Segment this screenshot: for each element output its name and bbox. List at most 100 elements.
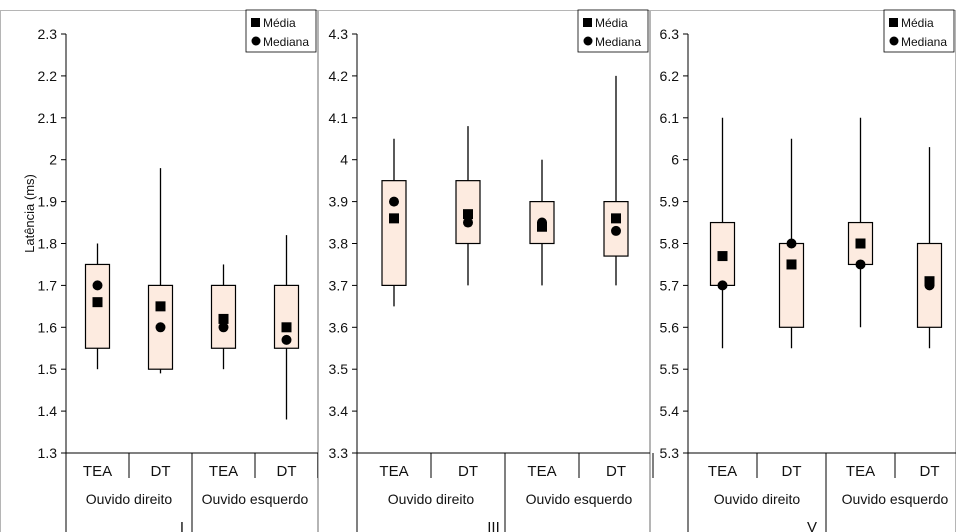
y-tick-label: 2.2: [38, 68, 58, 84]
group-label: Ouvido esquerdo: [202, 491, 309, 507]
mean-marker: [389, 213, 399, 224]
y-tick-label: 2: [49, 152, 57, 168]
y-tick-label: 5.9: [660, 194, 680, 210]
box-2: [778, 138, 805, 349]
median-marker: [786, 238, 797, 249]
y-tick-label: 5.4: [660, 403, 680, 419]
y-tick-label: 3.9: [329, 194, 349, 210]
group-label: Ouvido direito: [86, 491, 173, 507]
legend-median-marker: [251, 36, 261, 46]
y-tick-label: 3.5: [329, 361, 349, 377]
mean-marker: [786, 259, 797, 270]
legend-median-marker: [889, 36, 899, 46]
legend-box: [577, 9, 649, 53]
y-tick-label: 1.7: [38, 277, 58, 293]
x-tick-label: DT: [920, 463, 940, 480]
mean-marker: [717, 251, 728, 262]
mean-marker: [281, 322, 292, 333]
median-marker: [463, 217, 473, 228]
y-tick-label: 4.3: [329, 26, 349, 42]
y-tick-label: 5.3: [660, 445, 680, 461]
x-tick-label: TEA: [379, 463, 408, 480]
group-label: Ouvido esquerdo: [842, 491, 949, 507]
box-1: [709, 117, 736, 349]
group-label: Ouvido direito: [388, 491, 475, 507]
panel-label: V: [807, 519, 817, 532]
legend-mean-marker: [251, 18, 260, 27]
x-tick-label: DT: [782, 463, 802, 480]
mean-marker: [155, 301, 166, 312]
x-tick-label: TEA: [846, 463, 875, 480]
median-marker: [218, 322, 229, 333]
median-marker: [92, 280, 103, 291]
x-tick-label: DT: [458, 463, 478, 480]
median-marker: [537, 217, 547, 228]
mean-marker: [855, 238, 866, 249]
legend-mean-label: Média: [263, 16, 296, 30]
group-label: Ouvido direito: [714, 491, 801, 507]
box-1: [381, 138, 407, 307]
box-2: [455, 126, 481, 286]
median-marker: [855, 259, 866, 270]
x-tick-label: TEA: [527, 463, 556, 480]
chart-panel-1: 2.3 2.2 2.1 2 1.9 1.8 1.7 1.6 1.5 1.4 1.3 Latência …: [0, 9, 319, 532]
x-tick-label: DT: [151, 463, 171, 480]
y-tick-label: 5.6: [660, 319, 680, 335]
y-tick-label: 6.2: [660, 68, 680, 84]
box-1: [84, 243, 111, 370]
legend-mean-marker: [583, 18, 592, 27]
box-3: [529, 159, 555, 286]
legend: Média Mediana: [577, 9, 649, 53]
box-4: [603, 75, 629, 286]
box-iqr: [778, 242, 805, 328]
y-tick-label: 1.4: [38, 403, 58, 419]
y-tick-label: 3.6: [329, 319, 349, 335]
box-3: [210, 264, 237, 370]
x-tick-label: DT: [606, 463, 626, 480]
median-marker: [155, 322, 166, 333]
chart-panel-2: 4.3 4.2 4.1 4 3.9 3.8 3.7 3.6 3.5 3.4 3.3 TEA DT TEA D…: [318, 9, 654, 532]
median-marker: [389, 196, 399, 207]
box-3: [847, 117, 874, 328]
y-tick-label: 3.8: [329, 236, 349, 252]
x-tick-label: DT: [277, 463, 297, 480]
y-tick-label: 5.8: [660, 236, 680, 252]
y-tick-label: 6.1: [660, 110, 680, 126]
legend-mean-marker: [889, 18, 898, 27]
panel-frame: [0, 10, 318, 532]
mean-marker: [92, 297, 103, 308]
y-tick-label: 1.3: [38, 445, 58, 461]
y-tick-label: 3.3: [329, 445, 349, 461]
x-tick-label: TEA: [83, 463, 112, 480]
box-iqr: [381, 180, 407, 286]
mean-marker: [463, 209, 473, 220]
y-tick-label: 1.5: [38, 361, 58, 377]
y-tick-label: 6.3: [660, 26, 680, 42]
group-label: Ouvido esquerdo: [526, 491, 633, 507]
mean-marker: [611, 213, 621, 224]
legend-mean-label: Média: [595, 16, 628, 30]
y-tick-label: 2.1: [38, 110, 58, 126]
panel-label: I: [180, 519, 184, 532]
y-tick-label: 4.1: [329, 110, 349, 126]
panel-label: III: [487, 519, 500, 532]
y-tick-label: 3.7: [329, 277, 349, 293]
y-tick-label: 1.9: [38, 194, 58, 210]
y-tick-label: 2.3: [38, 26, 58, 42]
legend-median-label: Mediana: [595, 35, 641, 49]
y-tick-label: 6: [671, 152, 679, 168]
x-tick-label: TEA: [708, 463, 737, 480]
y-tick-label: 1.8: [38, 236, 58, 252]
median-marker: [281, 334, 292, 345]
y-tick-label: 1.6: [38, 319, 58, 335]
median-marker: [717, 280, 728, 291]
mean-marker: [218, 313, 229, 324]
legend-mean-label: Média: [901, 16, 934, 30]
legend: Média Mediana: [245, 9, 317, 53]
box-2: [147, 168, 174, 374]
y-tick-label: 4.2: [329, 68, 349, 84]
x-tick-label: TEA: [209, 463, 238, 480]
legend-median-label: Mediana: [901, 35, 947, 49]
panel-frame: [318, 10, 650, 532]
